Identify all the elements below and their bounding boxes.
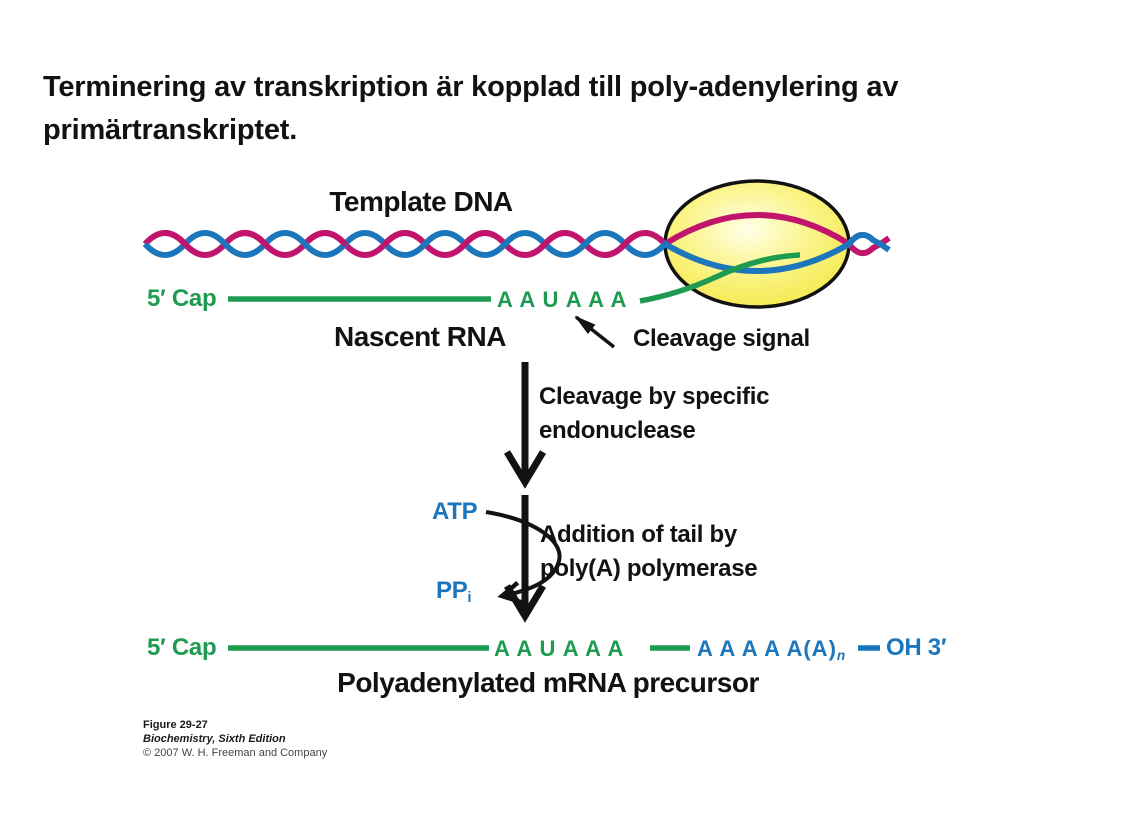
- atp-label: ATP: [432, 498, 478, 525]
- five-prime-cap-label-top: 5′ Cap: [147, 285, 217, 312]
- cleavage-step-line1: Cleavage by specific: [539, 383, 770, 410]
- copyright-line: © 2007 W. H. Freeman and Company: [143, 747, 328, 759]
- cleavage-signal-arrow: [574, 315, 616, 349]
- nascent-rna-strand: [228, 252, 801, 304]
- dna-helix: [142, 212, 891, 274]
- atp-ppi-curved-arrow: [485, 510, 562, 605]
- slide-title: Terminering av transkription är kopplad …: [43, 66, 898, 152]
- slide-title-line2: primärtranskriptet.: [43, 114, 298, 146]
- cleavage-step-line2: endonuclease: [539, 417, 696, 444]
- polya-tail-sequence: A A A A A(A)n: [697, 636, 846, 663]
- polya-tail-text: A A A A A(A): [697, 636, 837, 661]
- five-prime-cap-label-bottom: 5′ Cap: [147, 634, 217, 661]
- addition-step-line2: poly(A) polymerase: [540, 555, 758, 582]
- ppi-subscript: i: [467, 590, 472, 607]
- ppi-label: PPi: [436, 577, 472, 607]
- book-title: Biochemistry, Sixth Edition: [143, 733, 286, 745]
- ppi-text: PP: [436, 577, 468, 604]
- figure-credit: Figure 29-27 Biochemistry, Sixth Edition…: [143, 718, 327, 760]
- cleavage-step-label: Cleavage by specific endonuclease: [539, 380, 769, 448]
- polya-subscript-n: n: [836, 647, 847, 663]
- slide-title-line1: Terminering av transkription är kopplad …: [43, 71, 899, 103]
- nascent-rna-label: Nascent RNA: [334, 321, 506, 352]
- polyadenylated-mrna-label: Polyadenylated mRNA precursor: [337, 667, 759, 698]
- figure-number: Figure 29-27: [143, 719, 208, 731]
- addition-step-label: Addition of tail by poly(A) polymerase: [540, 518, 758, 586]
- aauaaa-sequence-bottom: A A U A A A: [494, 636, 625, 661]
- cleavage-signal-label: Cleavage signal: [633, 325, 810, 352]
- oh-three-prime-label: OH 3′: [886, 634, 947, 661]
- addition-step-line1: Addition of tail by: [540, 521, 737, 548]
- template-dna-label: Template DNA: [329, 186, 513, 217]
- aauaaa-sequence-top: A A U A A A: [497, 287, 628, 312]
